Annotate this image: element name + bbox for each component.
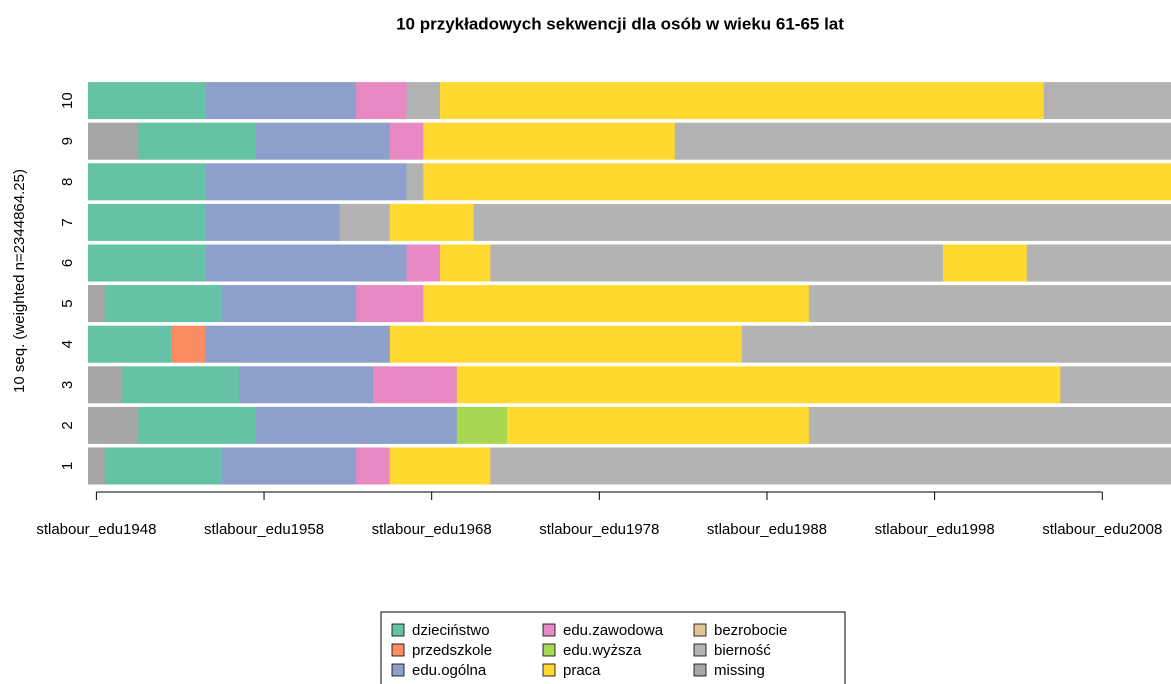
spell [507,406,810,444]
legend-label: dzieciństwo [412,622,490,639]
spell [104,447,223,485]
legend-swatch [693,623,707,637]
spell [88,122,139,160]
spell [88,203,206,241]
spell [1026,244,1171,282]
legend-label: przedszkole [412,642,492,659]
plot-area [88,82,1171,485]
y-tick-label: 1 [59,462,76,470]
spell [389,325,743,363]
spell [356,447,391,485]
spell [373,366,458,404]
spell [440,82,1044,120]
legend-label: edu.wyższa [563,642,642,659]
spell [138,122,256,160]
y-tick-label: 4 [59,340,76,348]
spell [356,82,407,120]
y-axis-label: 10 seq. (weighted n=2344864.25) [11,169,28,393]
spell [389,122,424,160]
spell [205,82,357,120]
legend-swatch [542,643,556,657]
legend-label: edu.zawodowa [563,622,664,639]
legend-label: bierność [714,642,771,659]
y-tick-label: 10 [59,92,76,109]
spell [389,203,474,241]
spell [88,366,122,404]
spell [490,244,944,282]
legend-swatch [693,643,707,657]
spell [88,82,206,120]
x-tick-label: stlabour_edu1958 [204,521,324,538]
spell [356,285,424,323]
spell [88,244,206,282]
spell [473,203,1171,241]
spell [205,244,407,282]
spell [222,285,357,323]
y-tick-label: 3 [59,381,76,389]
chart-title: 10 przykładowych sekwencji dla osób w wi… [396,14,844,33]
y-tick-label: 6 [59,259,76,267]
spell [205,203,340,241]
x-tick-label: stlabour_edu1968 [372,521,492,538]
legend-label: missing [714,662,765,679]
spell [121,366,240,404]
x-tick-label: stlabour_edu1998 [875,521,995,538]
spell [808,285,1171,323]
spell [88,163,206,201]
y-tick-label: 8 [59,178,76,186]
spell [440,244,491,282]
legend-label: edu.ogólna [412,662,487,679]
x-tick-label: stlabour_edu1988 [707,521,827,538]
legend-swatch [542,623,556,637]
legend-swatch [391,663,405,677]
spell [741,325,1171,363]
y-tick-label: 7 [59,218,76,226]
spell [1043,82,1171,120]
spell [490,447,1171,485]
spell [423,122,676,160]
legend-swatch [391,623,405,637]
spell [88,285,106,323]
y-tick-label: 9 [59,137,76,145]
spell [255,406,458,444]
spell [339,203,391,241]
spell [238,366,374,404]
spell [456,366,1061,404]
spell [205,325,391,363]
x-tick-label: stlabour_edu1948 [36,521,156,538]
spell [406,82,441,120]
spell [255,122,391,160]
spell [88,447,106,485]
legend-label: bezrobocie [714,622,787,639]
spell [808,406,1171,444]
y-tick-label: 2 [59,421,76,429]
legend-label: praca [563,662,601,679]
legend-swatch [542,663,556,677]
x-tick-label: stlabour_edu1978 [539,521,659,538]
spell [389,447,491,485]
spell [456,406,508,444]
legend-box [380,611,846,684]
spell [943,244,1028,282]
spell [1060,366,1171,404]
spell [88,406,139,444]
spell [406,163,424,201]
spell [171,325,206,363]
y-tick-label: 5 [59,299,76,307]
spell [674,122,1171,160]
spell [88,325,173,363]
spell [222,447,357,485]
x-tick-label: stlabour_edu2008 [1042,521,1162,538]
spell [104,285,223,323]
legend-swatch [391,643,405,657]
spell [423,163,1171,201]
spell [138,406,256,444]
legend-swatch [693,663,707,677]
spell [205,163,407,201]
spell [423,285,810,323]
spell [406,244,441,282]
